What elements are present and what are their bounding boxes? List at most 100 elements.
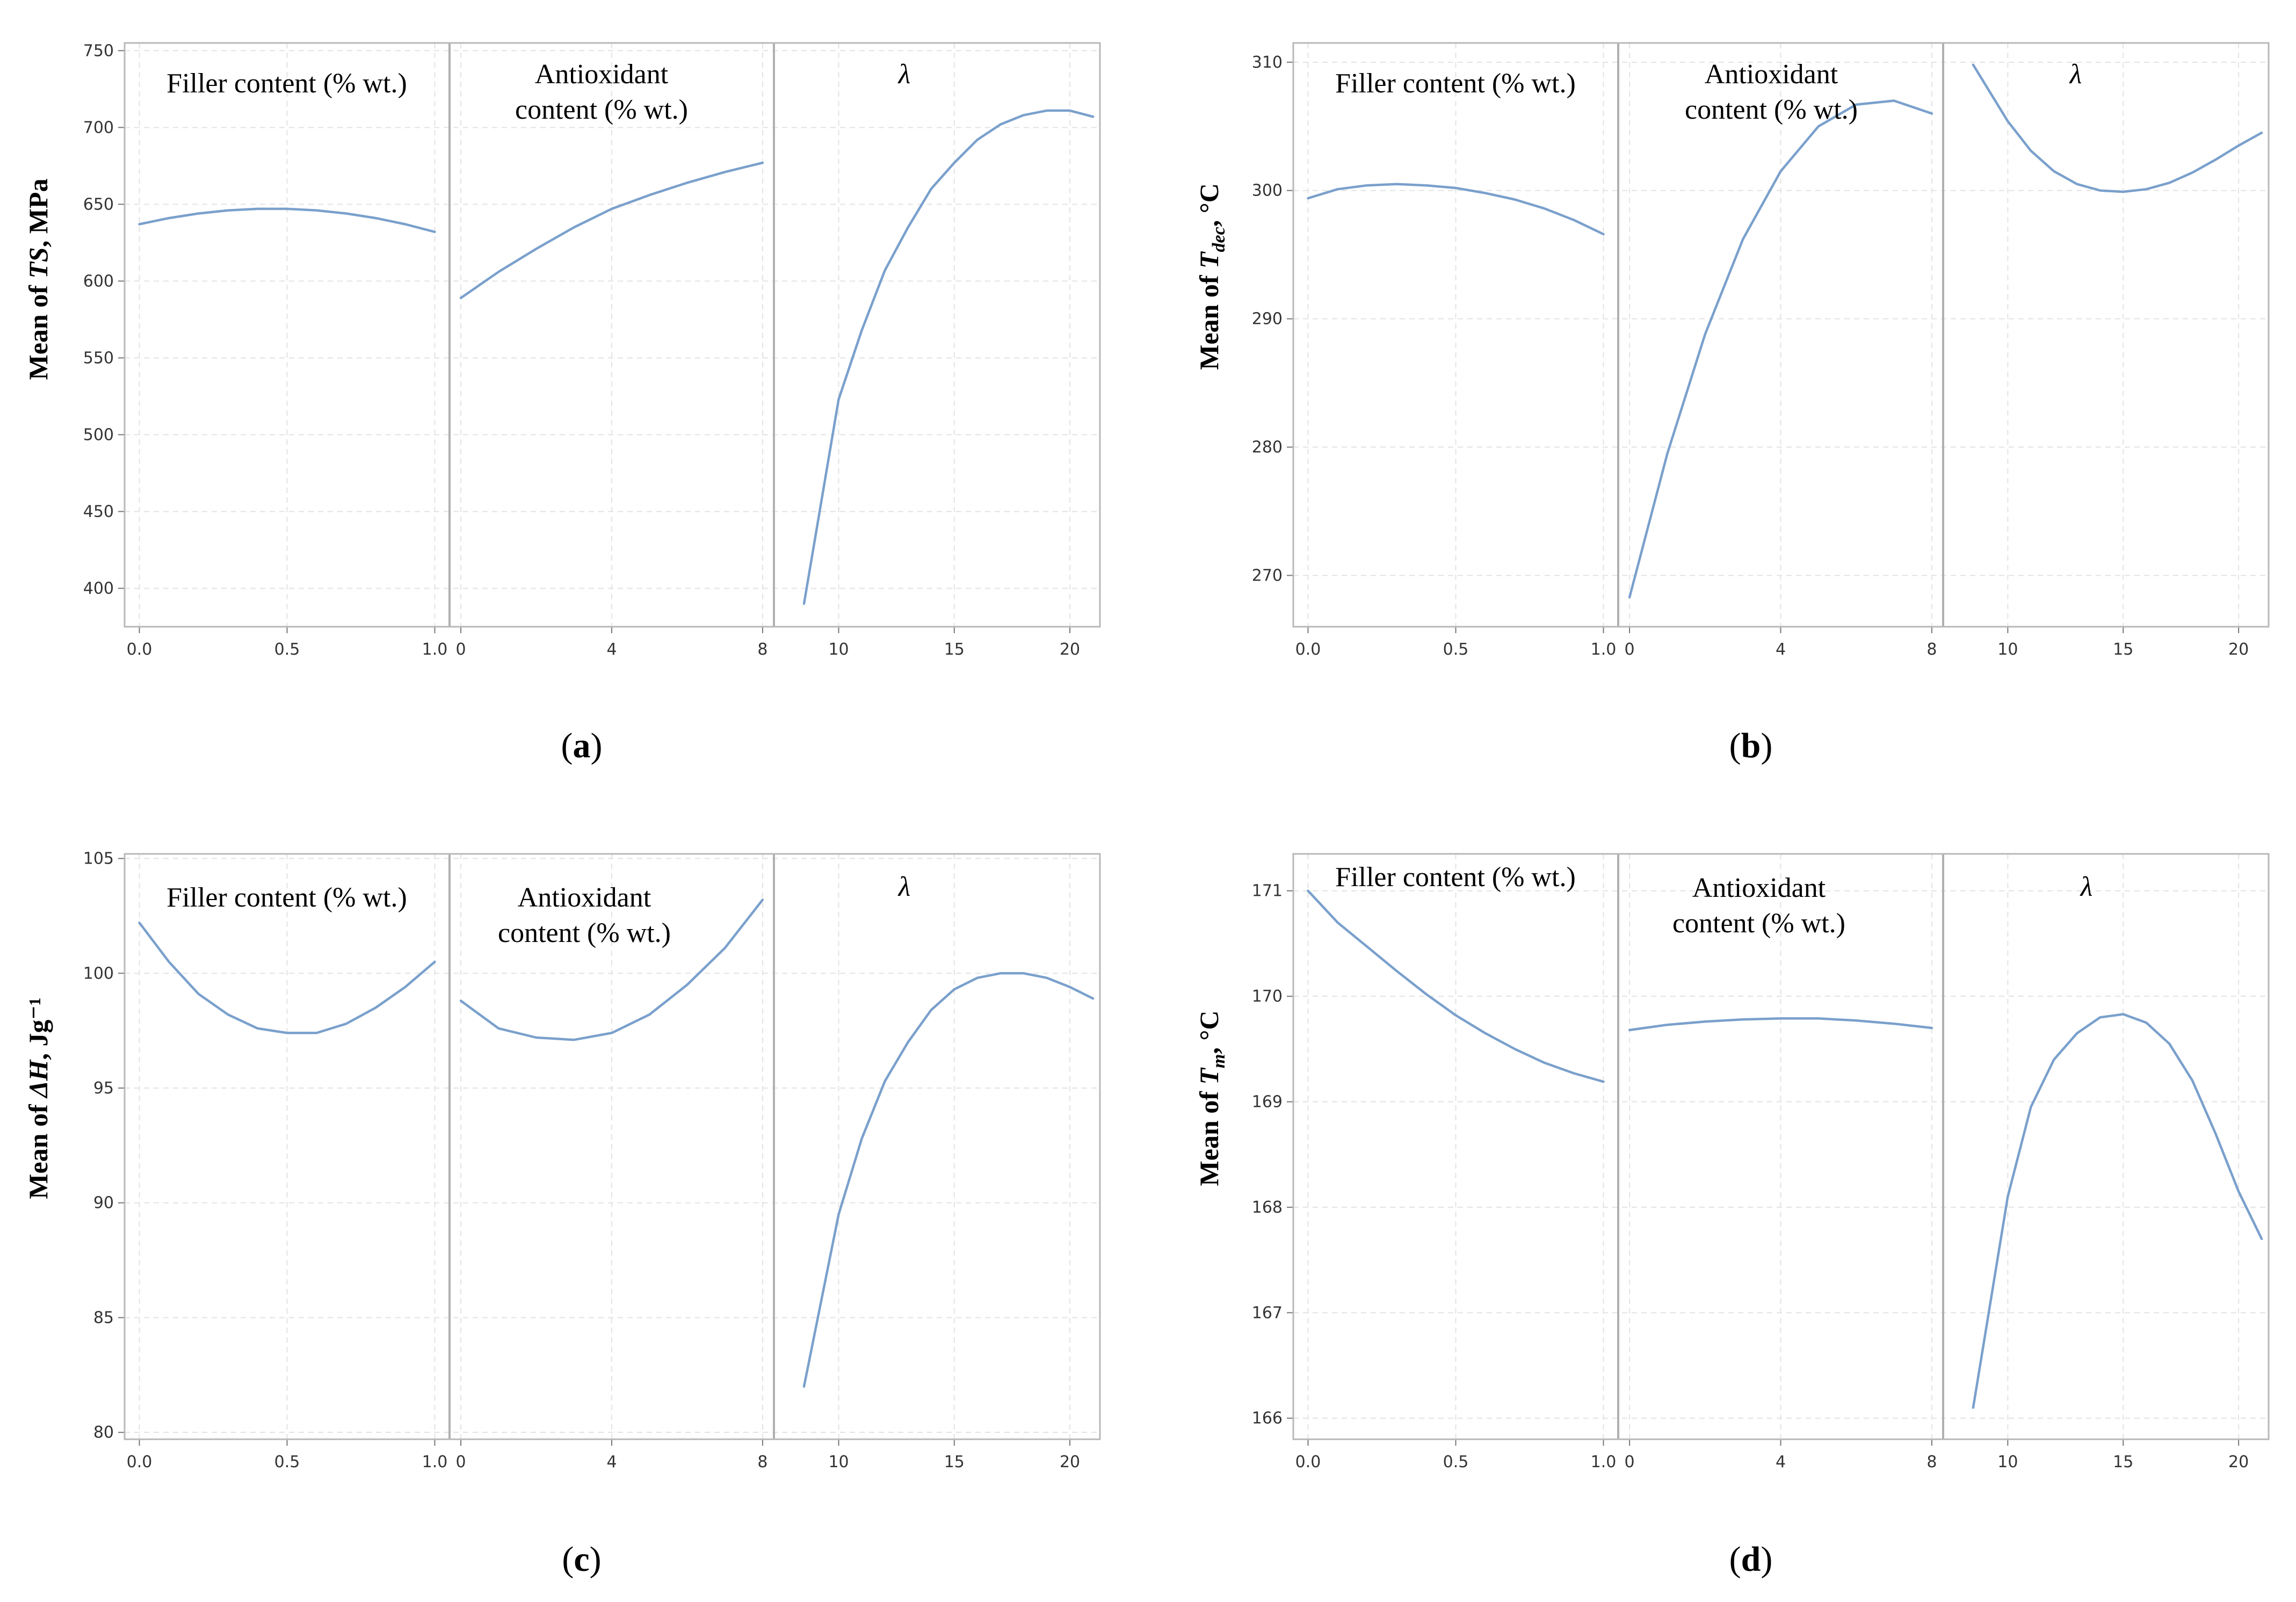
subfigure-caption: (c) [562,1540,601,1579]
y-tick-label: 500 [83,425,114,444]
panel-3: 10 15 20 λ [802,854,1095,1471]
panel-2: 0 4 8 Antioxidant content (% wt.) [1625,854,1937,1471]
x-tick-label: 0.5 [1443,640,1469,659]
plot-frame [124,853,1101,1440]
caption-close: ) [590,1540,602,1579]
y-label-subscript: dec [1209,227,1229,252]
x-tick-label: 15 [944,640,965,659]
x-tick-label: 10 [828,640,849,659]
x-tick-label: 0.5 [274,640,300,659]
x-tick-label: 4 [1776,640,1786,659]
y-tick-label: 95 [93,1079,114,1098]
subfigure-caption: (b) [1729,726,1773,765]
series-line [138,207,436,234]
y-label-prefix: Mean of [23,1098,53,1199]
panel-label: Filler content (% wt.) [166,68,407,99]
y-tick-label: 280 [1252,438,1283,457]
y-tick-label: 550 [83,349,114,367]
subfigure-caption: (d) [1729,1540,1773,1579]
series-line [459,898,764,1041]
caption-letter: b [1741,726,1761,765]
panel-label: λ [897,59,911,90]
panel-label: λ [897,872,911,902]
x-tick-label: 1.0 [422,1453,448,1471]
x-tick-label: 4 [606,1453,617,1471]
y-label-suffix: , MPa [23,179,53,248]
y-axis-label: Mean of Tm, °C [1194,1011,1229,1186]
x-tick-label: 10 [1997,640,2018,659]
series-line [1628,99,1933,599]
y-tick-label: 400 [83,579,114,598]
y-label-variable: T [1194,1067,1224,1085]
x-tick-label: 4 [1776,1453,1786,1471]
panel-label: λ [2069,59,2082,90]
series-line [1307,183,1605,236]
series-line [1972,1013,2263,1409]
y-axis-label: Mean of ΔH, Jg⁻¹ [23,997,53,1199]
caption-open: ( [562,1540,574,1579]
y-tick-label: 270 [1252,566,1283,585]
x-tick-label: 10 [828,1453,849,1471]
x-tick-label: 15 [2113,640,2133,659]
panel-3: 10 15 20 λ [1972,43,2263,659]
y-tick-label: 90 [93,1194,114,1213]
y-axis-label: Mean of Tdec, °C [1194,183,1229,370]
x-tick-label: 20 [1060,640,1080,659]
panel-3: 10 15 20 λ [1972,854,2263,1471]
x-tick-label: 1.0 [422,640,448,659]
panel-label: Antioxidant [1705,59,1838,90]
series-line [1628,1017,1933,1032]
y-tick-label: 166 [1252,1409,1283,1428]
x-tick-label: 8 [1926,1453,1937,1471]
panel-label: Antioxidant [1692,873,1826,903]
y-tick-label: 310 [1252,53,1283,72]
panel-label: Filler content (% wt.) [1335,862,1576,893]
caption-open: ( [561,726,573,765]
y-tick-label: 105 [83,850,114,868]
caption-close: ) [1761,1540,1772,1579]
plot-frame [1292,853,2270,1440]
y-tick-label: 171 [1252,882,1283,901]
y-tick-label: 170 [1252,987,1283,1006]
x-tick-label: 0 [1625,640,1635,659]
y-label-variable: T [1194,251,1224,269]
y-tick-label: 650 [83,195,114,214]
x-tick-label: 0.0 [127,640,153,659]
panel-label: Filler content (% wt.) [166,882,407,913]
y-label-prefix: Mean of [1194,1085,1224,1186]
x-tick-label: 15 [2113,1453,2133,1471]
caption-letter: a [573,726,591,765]
panel-3: 10 15 20 λ [802,43,1095,659]
caption-close: ) [591,726,603,765]
panel-2: 0 4 8 Antioxidant content (% wt.) [1625,43,1937,659]
panel-1: 0.0 0.5 1.0 Filler content (% wt.) [1295,854,1616,1471]
x-tick-label: 20 [1060,1453,1080,1471]
y-axis-label: Mean of TS, MPa [23,179,53,380]
panel-1: 0.0 0.5 1.0 Filler content (% wt.) [127,854,448,1471]
caption-letter: d [1741,1540,1761,1579]
y-tick-label: 167 [1252,1303,1283,1322]
y-label-subscript: m [1209,1054,1229,1068]
caption-close: ) [1761,726,1772,765]
y-tick-label: 700 [83,118,114,137]
y-tick-label: 290 [1252,310,1283,329]
y-label-suffix: , °C [1194,1011,1224,1054]
subfigure-caption: (a) [561,726,603,765]
plot-frame [124,42,1101,628]
series-line [138,921,436,1034]
panel-label: content (% wt.) [1685,95,1858,125]
panel-label: Antioxidant [535,59,669,90]
panel-label: content (% wt.) [1672,908,1845,939]
y-tick-label: 80 [93,1423,114,1442]
y-tick-label: 750 [83,41,114,60]
x-tick-label: 0.0 [127,1453,153,1471]
y-tick-label: 168 [1252,1198,1283,1217]
panel-label: Antioxidant [518,882,651,913]
y-tick-label: 169 [1252,1093,1283,1112]
panel-1: 0.0 0.5 1.0 Filler content (% wt.) [127,43,448,659]
panel-2: 0 4 8 Antioxidant content (% wt.) [456,854,767,1471]
chart-d: 171 170 169 168 167 166 0.0 0.5 1.0 Filler conten… [1194,853,2270,1579]
y-label-variable: ΔH [23,1059,53,1099]
